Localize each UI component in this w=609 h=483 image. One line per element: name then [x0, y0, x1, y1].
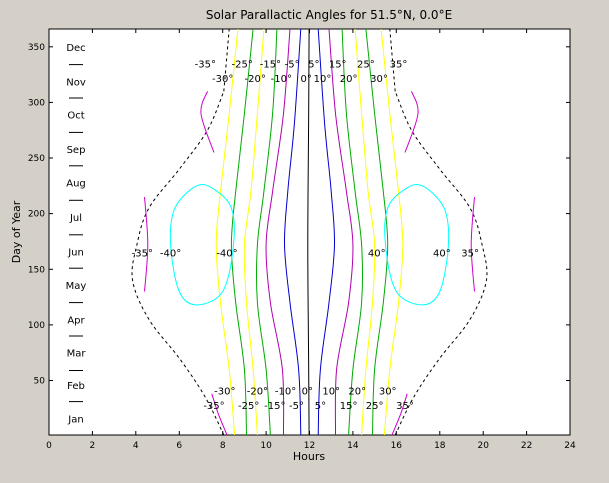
daylight-boundary-top-2: [389, 28, 396, 92]
y-tick-label-100: 100: [28, 321, 45, 331]
month-label-jan: Jan: [67, 414, 83, 425]
contour-label-18: -40°: [216, 249, 237, 260]
x-tick-label-4: 4: [133, 441, 139, 451]
contour-label-31: -15°: [264, 401, 285, 412]
month-label-may: May: [66, 281, 87, 292]
contour-line-16: [391, 393, 408, 436]
contour-label-35: 25°: [366, 401, 384, 412]
x-tick-label-2: 2: [90, 441, 96, 451]
contour-label-10: -20°: [245, 74, 266, 85]
y-tick-label-150: 150: [28, 265, 45, 275]
month-label-aug: Aug: [66, 179, 86, 190]
contour-line-11: [365, 28, 389, 436]
contour-line-1: [307, 28, 310, 436]
contour-label-17: -40°: [160, 249, 181, 260]
daylight-boundary-top-1: [223, 28, 230, 92]
x-tick-label-10: 10: [260, 441, 272, 451]
contour-label-26: 10°: [322, 387, 340, 398]
x-tick-label-18: 18: [434, 441, 446, 451]
month-label-oct: Oct: [67, 111, 84, 122]
contour-label-9: -30°: [212, 74, 233, 85]
month-label-apr: Apr: [67, 315, 85, 326]
month-label-nov: Nov: [66, 77, 86, 88]
x-tick-label-16: 16: [391, 441, 403, 451]
contour-line-17: [404, 91, 419, 153]
contour-label-28: 30°: [379, 387, 397, 398]
x-tick-label-14: 14: [347, 441, 359, 451]
contour-label-12: 0°: [301, 74, 312, 85]
contour-label-2: -25°: [232, 60, 253, 71]
contour-line-7: [341, 28, 364, 436]
contour-label-16: -35°: [132, 249, 153, 260]
x-tick-label-20: 20: [477, 441, 489, 451]
contour-label-6: 15°: [329, 60, 347, 71]
contour-label-27: 20°: [348, 387, 366, 398]
month-label-jul: Jul: [69, 213, 82, 224]
contour-line-13: [380, 28, 404, 436]
contour-line-14: [211, 393, 228, 436]
contour-line-18: [144, 196, 149, 292]
contour-label-30: -25°: [238, 401, 259, 412]
contour-label-20: 40°: [433, 249, 451, 260]
y-tick-label-200: 200: [28, 210, 45, 220]
plot-area: [48, 28, 571, 436]
month-label-sep: Sep: [67, 145, 86, 156]
month-label-feb: Feb: [67, 381, 85, 392]
contour-line-21: [384, 184, 450, 306]
contour-label-21: 35°: [461, 249, 479, 260]
x-tick-label-0: 0: [46, 441, 52, 451]
chart-title: Solar Parallactic Angles for 51.5°N, 0.0…: [206, 8, 452, 22]
x-axis-label: Hours: [293, 450, 325, 463]
month-label-mar: Mar: [67, 349, 87, 360]
x-tick-label-6: 6: [176, 441, 182, 451]
contour-label-5: 5°: [308, 60, 319, 71]
contour-label-33: 5°: [315, 401, 326, 412]
contour-line-20: [169, 184, 235, 306]
daylight-boundary-sunset: [394, 91, 488, 436]
contour-line-9: [354, 28, 376, 436]
contour-line-5: [328, 28, 354, 436]
y-tick-label-250: 250: [28, 154, 45, 164]
contour-line-4: [265, 28, 291, 436]
x-tick-label-22: 22: [521, 441, 532, 451]
contour-label-34: 15°: [340, 401, 358, 412]
contour-label-24: -10°: [275, 387, 296, 398]
contour-line-10: [230, 28, 254, 436]
contour-line-12: [215, 28, 239, 436]
contour-label-36: 35°: [396, 401, 414, 412]
contour-line-8: [243, 28, 265, 436]
y-tick-label-50: 50: [34, 377, 46, 387]
contour-label-1: -35°: [195, 60, 216, 71]
contour-line-19: [470, 196, 475, 292]
month-label-dec: Dec: [66, 43, 85, 54]
contour-label-15: 30°: [370, 74, 388, 85]
contour-line-2: [283, 28, 302, 436]
contour-line-6: [255, 28, 278, 436]
x-tick-label-8: 8: [220, 441, 226, 451]
x-tick-label-24: 24: [564, 441, 576, 451]
daylight-boundary-sunrise: [131, 91, 225, 436]
contour-line-15: [200, 91, 215, 153]
y-tick-label-300: 300: [28, 98, 45, 108]
contour-label-19: 40°: [368, 249, 386, 260]
month-label-jun: Jun: [67, 248, 84, 259]
contour-label-3: -15°: [260, 60, 281, 71]
contour-label-25: 0°: [302, 387, 313, 398]
contour-label-23: -20°: [247, 387, 268, 398]
contour-label-7: 25°: [357, 60, 375, 71]
contour-label-8: 35°: [390, 60, 408, 71]
contour-line-3: [317, 28, 336, 436]
contour-label-4: -5°: [285, 60, 300, 71]
contour-label-14: 20°: [340, 74, 358, 85]
contour-label-11: -10°: [271, 74, 292, 85]
contour-label-32: -5°: [289, 401, 304, 412]
contour-label-22: -30°: [214, 387, 235, 398]
x-tick-label-12: 12: [304, 441, 315, 451]
contour-label-29: -35°: [203, 401, 224, 412]
y-tick-label-350: 350: [28, 43, 45, 53]
y-axis-label: Day of Year: [10, 200, 23, 263]
plot-layer: -35° -25° -15° -5° 5° 15° 25° 35°-30° -20° -10° 0°…: [28, 28, 576, 451]
contour-label-13: 10°: [314, 74, 332, 85]
